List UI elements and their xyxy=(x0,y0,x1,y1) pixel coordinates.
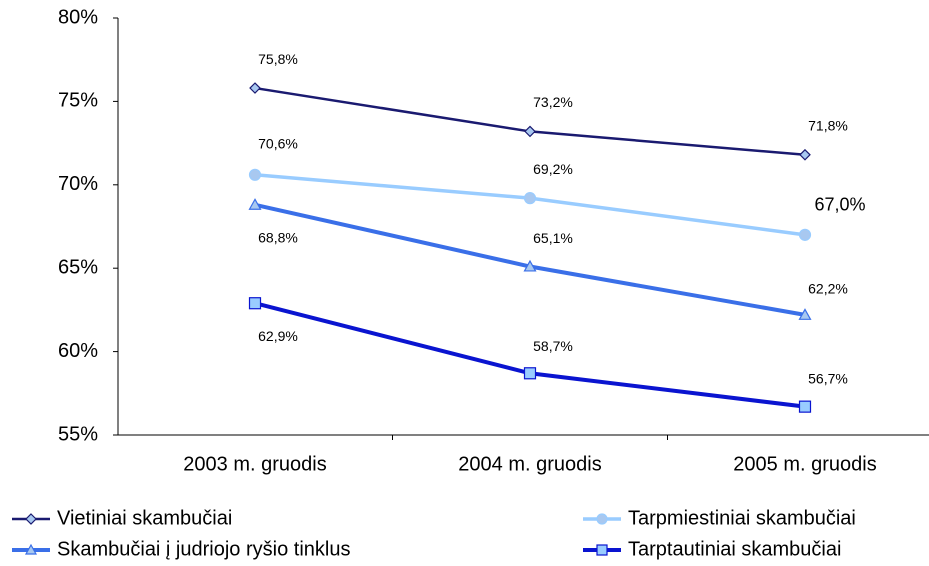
series-line xyxy=(254,301,806,409)
legend-label: Vietiniai skambučiai xyxy=(57,507,232,529)
y-tick-label: 80% xyxy=(58,6,98,28)
legend-label: Tarpmiestiniai skambučiai xyxy=(628,507,856,529)
marker xyxy=(798,308,812,320)
marker xyxy=(249,82,261,94)
x-tick-label: 2004 m. gruodis xyxy=(458,453,601,475)
y-tick-label: 70% xyxy=(58,173,98,195)
data-label: 69,2% xyxy=(533,161,573,177)
legend-label: Tarptautiniai skambučiai xyxy=(628,538,841,560)
marker xyxy=(596,513,608,525)
marker xyxy=(24,543,38,555)
data-label: 73,2% xyxy=(533,94,573,110)
x-tick-label: 2003 m. gruodis xyxy=(183,453,326,475)
marker xyxy=(524,125,536,138)
marker xyxy=(248,297,262,310)
marker xyxy=(523,367,537,380)
data-label: 67,0% xyxy=(814,195,865,215)
data-label: 56,7% xyxy=(808,370,848,386)
marker xyxy=(799,148,811,161)
legend-label: Skambučiai į judriojo ryšio tinklus xyxy=(57,538,350,560)
marker xyxy=(523,192,537,205)
data-label: 68,8% xyxy=(258,230,298,246)
marker xyxy=(25,513,37,525)
x-tick-label: 2005 m. gruodis xyxy=(733,453,876,475)
marker xyxy=(798,228,812,241)
y-tick-label: 75% xyxy=(58,90,98,112)
marker xyxy=(596,544,608,556)
data-label: 70,6% xyxy=(258,135,298,151)
series-line xyxy=(254,173,806,237)
y-tick-label: 55% xyxy=(58,423,98,445)
data-label: 71,8% xyxy=(808,117,848,133)
y-tick-label: 60% xyxy=(58,340,98,362)
data-label: 62,2% xyxy=(808,281,848,297)
data-label: 65,1% xyxy=(533,230,573,246)
marker xyxy=(248,198,262,210)
marker xyxy=(248,168,262,181)
y-tick-label: 65% xyxy=(58,256,98,278)
data-label: 58,7% xyxy=(533,338,573,354)
marker xyxy=(523,259,537,272)
data-label: 62,9% xyxy=(258,328,298,344)
series-line xyxy=(254,86,806,157)
data-label: 75,8% xyxy=(258,51,298,67)
marker xyxy=(798,400,812,413)
